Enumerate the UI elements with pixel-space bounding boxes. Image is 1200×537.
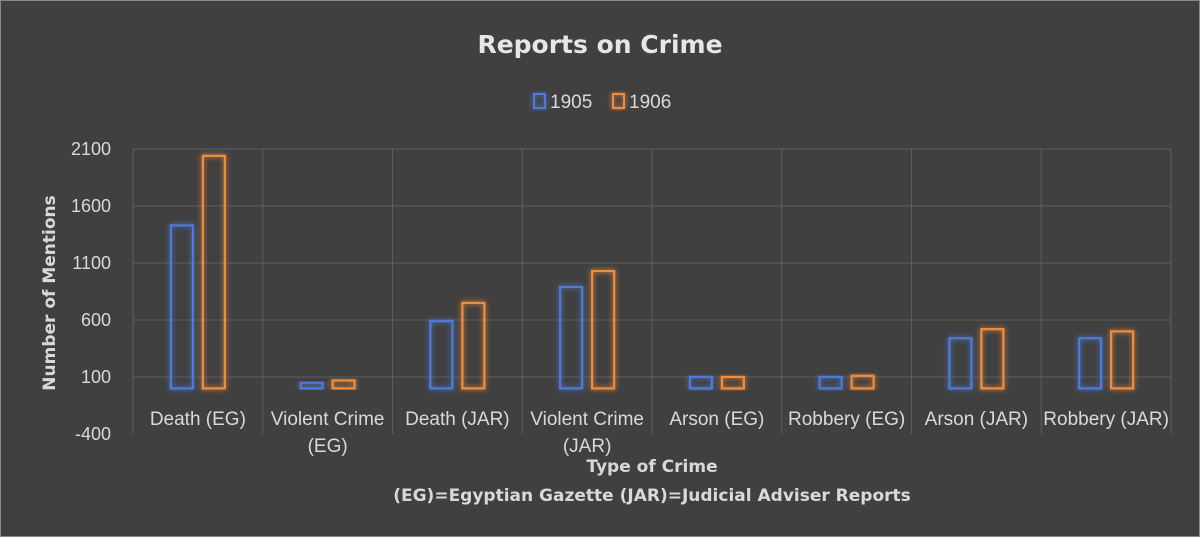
x-category-label: Death (JAR) [405, 409, 510, 430]
chart-title: Reports on Crime [477, 30, 722, 59]
legend: 1905 1906 [533, 92, 671, 113]
legend-swatch-1905 [533, 93, 546, 109]
y-axis-ticks: 2100 1600 1100 600 100 -400 [71, 139, 111, 444]
y-tick-label: 1600 [71, 196, 111, 216]
legend-swatch-1906 [612, 93, 625, 109]
y-tick-label: 600 [81, 310, 111, 330]
bar-1906 [331, 379, 356, 390]
x-category-label: Violent Crime (JAR) [530, 409, 644, 457]
legend-label-1906: 1906 [629, 92, 671, 113]
y-tick-label: 1100 [72, 253, 111, 273]
y-axis-title: Number of Mentions [40, 195, 60, 390]
x-category-label: Robbery (JAR) [1043, 409, 1169, 430]
x-axis-title: Type of Crime [586, 457, 717, 477]
bar-1906 [461, 301, 486, 390]
bar-1905 [818, 375, 843, 390]
y-tick-label: 100 [81, 367, 111, 387]
bar-1905 [169, 224, 194, 390]
bar-1905 [559, 285, 584, 390]
x-axis-note: (EG)=Egyptian Gazette (JAR)=Judicial Adv… [393, 486, 911, 506]
bar-1906 [1110, 330, 1135, 390]
x-category-label: Violent Crime (EG) [271, 409, 385, 457]
bar-1906 [720, 375, 745, 390]
bar-1905 [299, 381, 324, 390]
bar-1905 [429, 320, 454, 390]
x-category-label: Arson (JAR) [925, 409, 1028, 430]
bar-1906 [980, 328, 1005, 390]
x-category-label: Arson (EG) [669, 409, 764, 430]
x-axis-category-labels: Death (EG) Violent Crime (EG) Death (JAR) Vi… [150, 409, 1169, 457]
y-tick-label: 2100 [71, 139, 111, 159]
bar-1906 [201, 154, 226, 390]
y-tick-label: -400 [75, 424, 111, 444]
bar-1906 [850, 374, 875, 390]
bar-1905 [688, 375, 713, 390]
bar-1905 [1078, 337, 1103, 390]
gridlines [132, 148, 1172, 434]
bars [169, 154, 1135, 390]
x-category-label: Robbery (EG) [788, 409, 905, 430]
x-category-label: Death (EG) [150, 409, 246, 430]
legend-label-1905: 1905 [550, 92, 592, 113]
bar-1905 [948, 337, 973, 390]
bar-1906 [591, 269, 616, 390]
